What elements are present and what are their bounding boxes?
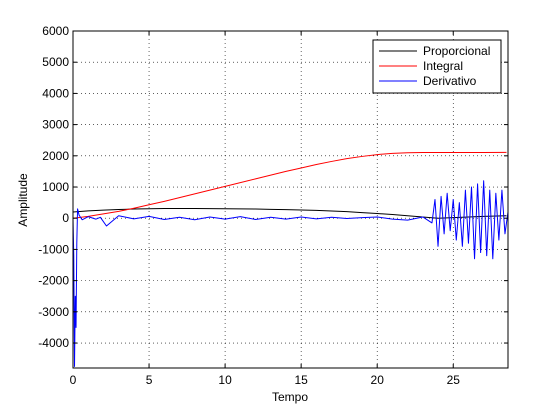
y-tick-label: 5000	[42, 55, 69, 69]
y-tick-label: -1000	[38, 242, 69, 256]
series-line-proporcional	[73, 207, 507, 219]
y-tick-label: 2000	[42, 149, 69, 163]
series-line-integral	[73, 151, 507, 219]
y-tick-label: -3000	[38, 305, 69, 319]
x-tick-label: 20	[371, 373, 385, 387]
series-lines	[73, 151, 508, 367]
axis-ticks: 0 5 10 15 20 25 -4000 -3000 -2000 -1000 0 1000 2000 3…	[38, 24, 508, 387]
grid-lines	[73, 31, 508, 368]
series-line-derivativo	[73, 180, 508, 367]
x-tick-label: 0	[70, 373, 77, 387]
y-tick-label: -2000	[38, 274, 69, 288]
y-tick-label: 3000	[42, 118, 69, 132]
y-tick-label: 1000	[42, 180, 69, 194]
y-tick-label: 6000	[42, 24, 69, 38]
x-tick-label: 25	[447, 373, 461, 387]
y-tick-label: 0	[62, 211, 69, 225]
x-axis-label: Tempo	[272, 390, 308, 404]
plot-frame	[72, 30, 509, 369]
x-tick-label: 15	[294, 373, 308, 387]
legend-label: Derivativo	[423, 74, 477, 88]
y-tick-label: 4000	[42, 86, 69, 100]
x-tick-label: 10	[218, 373, 232, 387]
legend-label: Integral	[423, 59, 463, 73]
legend-label: Proporcional	[423, 44, 490, 58]
y-tick-label: -4000	[38, 336, 69, 350]
y-axis-label: Amplitude	[16, 173, 30, 227]
x-tick-label: 5	[146, 373, 153, 387]
